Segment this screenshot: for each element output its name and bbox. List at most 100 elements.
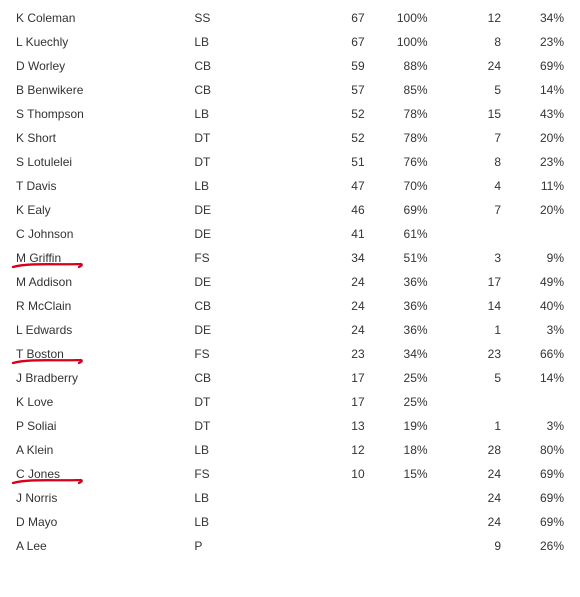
hand-underline-icon bbox=[12, 358, 84, 365]
st-count bbox=[432, 222, 505, 246]
snaps-pct: 100% bbox=[369, 30, 432, 54]
st-count: 5 bbox=[432, 366, 505, 390]
table-row: K ColemanSS67100%1234% bbox=[12, 6, 568, 30]
player-position: FS bbox=[190, 342, 295, 366]
table-row: T DavisLB4770%411% bbox=[12, 174, 568, 198]
st-count: 28 bbox=[432, 438, 505, 462]
table-row: K ShortDT5278%720% bbox=[12, 126, 568, 150]
player-position: CB bbox=[190, 366, 295, 390]
snaps-pct bbox=[369, 486, 432, 510]
table-row: M AddisonDE2436%1749% bbox=[12, 270, 568, 294]
table-row: M GriffinFS3451%39% bbox=[12, 246, 568, 270]
player-position: DE bbox=[190, 270, 295, 294]
snaps-pct: 19% bbox=[369, 414, 432, 438]
player-name: A Lee bbox=[12, 534, 190, 558]
st-count: 14 bbox=[432, 294, 505, 318]
snaps-pct: 78% bbox=[369, 126, 432, 150]
player-position: CB bbox=[190, 294, 295, 318]
snaps-count: 52 bbox=[295, 126, 368, 150]
st-pct: 43% bbox=[505, 102, 568, 126]
st-pct: 3% bbox=[505, 414, 568, 438]
player-name: D Mayo bbox=[12, 510, 190, 534]
table-row: P SoliaiDT1319%13% bbox=[12, 414, 568, 438]
snaps-pct: 15% bbox=[369, 462, 432, 486]
st-pct: 11% bbox=[505, 174, 568, 198]
snaps-pct: 61% bbox=[369, 222, 432, 246]
table-row: T BostonFS2334%2366% bbox=[12, 342, 568, 366]
table-row: A LeeP926% bbox=[12, 534, 568, 558]
st-count bbox=[432, 390, 505, 414]
table-row: B BenwikereCB5785%514% bbox=[12, 78, 568, 102]
table-row: D WorleyCB5988%2469% bbox=[12, 54, 568, 78]
player-position: DE bbox=[190, 198, 295, 222]
st-count: 12 bbox=[432, 6, 505, 30]
snaps-count bbox=[295, 534, 368, 558]
table-row: C JohnsonDE4161% bbox=[12, 222, 568, 246]
snaps-pct: 76% bbox=[369, 150, 432, 174]
snaps-count: 57 bbox=[295, 78, 368, 102]
snaps-count: 24 bbox=[295, 294, 368, 318]
snaps-count: 51 bbox=[295, 150, 368, 174]
player-position: LB bbox=[190, 102, 295, 126]
st-pct: 34% bbox=[505, 6, 568, 30]
snap-count-table-page: K ColemanSS67100%1234%L Kuechly LB 67100% 8… bbox=[0, 0, 580, 570]
table-row: K EalyDE4669%720% bbox=[12, 198, 568, 222]
player-position: DT bbox=[190, 150, 295, 174]
snaps-count: 13 bbox=[295, 414, 368, 438]
player-position: SS bbox=[190, 6, 295, 30]
table-row: J NorrisLB 2469% bbox=[12, 486, 568, 510]
st-pct: 69% bbox=[505, 486, 568, 510]
table-row: R McClainCB2436%1440% bbox=[12, 294, 568, 318]
player-position: LB bbox=[190, 174, 295, 198]
st-count: 1 bbox=[432, 414, 505, 438]
player-position: LB bbox=[190, 438, 295, 462]
st-count: 7 bbox=[432, 198, 505, 222]
snaps-pct: 34% bbox=[369, 342, 432, 366]
player-name: A Klein bbox=[12, 438, 190, 462]
snaps-count: 47 bbox=[295, 174, 368, 198]
player-name: M Addison bbox=[12, 270, 190, 294]
st-pct: 23% bbox=[505, 150, 568, 174]
st-count: 24 bbox=[432, 486, 505, 510]
player-name: M Griffin bbox=[12, 246, 190, 270]
st-pct: 26% bbox=[505, 534, 568, 558]
st-pct: 49% bbox=[505, 270, 568, 294]
st-count: 24 bbox=[432, 510, 505, 534]
player-name: L Kuechly bbox=[12, 30, 190, 54]
st-count: 24 bbox=[432, 54, 505, 78]
player-name: J Norris bbox=[12, 486, 190, 510]
snaps-count: 24 bbox=[295, 318, 368, 342]
st-count: 9 bbox=[432, 534, 505, 558]
snaps-count: 67 bbox=[295, 30, 368, 54]
table-row: S ThompsonLB5278%1543% bbox=[12, 102, 568, 126]
player-position: FS bbox=[190, 246, 295, 270]
st-pct: 80% bbox=[505, 438, 568, 462]
st-pct: 20% bbox=[505, 198, 568, 222]
player-name: C Jones bbox=[12, 462, 190, 486]
st-pct: 69% bbox=[505, 54, 568, 78]
snaps-pct: 18% bbox=[369, 438, 432, 462]
snaps-pct: 78% bbox=[369, 102, 432, 126]
st-count: 5 bbox=[432, 78, 505, 102]
st-pct bbox=[505, 390, 568, 414]
snaps-pct: 70% bbox=[369, 174, 432, 198]
player-position: LB bbox=[190, 486, 295, 510]
st-count: 8 bbox=[432, 150, 505, 174]
player-name: K Coleman bbox=[12, 6, 190, 30]
player-position: CB bbox=[190, 78, 295, 102]
st-count: 23 bbox=[432, 342, 505, 366]
player-name: C Johnson bbox=[12, 222, 190, 246]
player-position: CB bbox=[190, 54, 295, 78]
player-name: L Edwards bbox=[12, 318, 190, 342]
player-position: DT bbox=[190, 390, 295, 414]
player-position: FS bbox=[190, 462, 295, 486]
snaps-pct: 100% bbox=[369, 6, 432, 30]
snaps-count: 17 bbox=[295, 390, 368, 414]
player-name: P Soliai bbox=[12, 414, 190, 438]
player-name: K Love bbox=[12, 390, 190, 414]
player-position: LB bbox=[190, 510, 295, 534]
st-count: 4 bbox=[432, 174, 505, 198]
st-pct: 23% bbox=[505, 30, 568, 54]
snaps-pct bbox=[369, 510, 432, 534]
table-row: C JonesFS1015%2469% bbox=[12, 462, 568, 486]
